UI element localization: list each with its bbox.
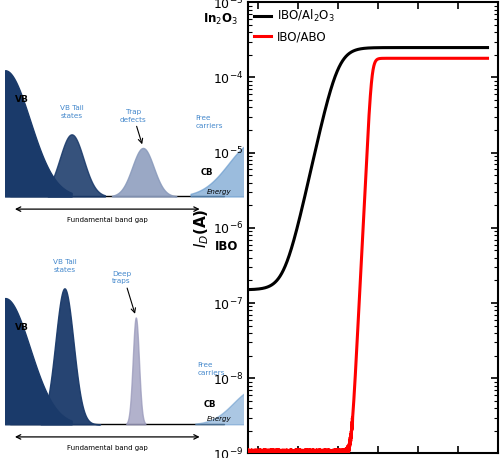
Text: VB: VB (14, 323, 28, 332)
Text: VB: VB (14, 95, 28, 104)
Text: IBO: IBO (214, 240, 238, 253)
Text: CB: CB (204, 400, 216, 409)
Text: In$_2$O$_3$: In$_2$O$_3$ (203, 12, 238, 27)
Text: CB: CB (201, 168, 213, 177)
Text: Fundamental band gap: Fundamental band gap (67, 445, 148, 451)
Legend: IBO/Al$_2$O$_3$, IBO/ABO: IBO/Al$_2$O$_3$, IBO/ABO (252, 6, 338, 45)
Text: Free
carriers: Free carriers (198, 362, 225, 376)
Text: VB Tail
states: VB Tail states (52, 259, 76, 273)
Text: Trap
defects: Trap defects (120, 109, 147, 123)
Text: VB Tail
states: VB Tail states (60, 105, 84, 119)
Text: Deep
traps: Deep traps (112, 271, 131, 284)
Text: Free
carriers: Free carriers (196, 115, 223, 129)
Text: Energy: Energy (206, 416, 231, 422)
Text: Fundamental band gap: Fundamental band gap (67, 217, 148, 223)
Text: Energy: Energy (206, 189, 231, 195)
Y-axis label: $I_D$(A): $I_D$(A) (192, 208, 211, 248)
